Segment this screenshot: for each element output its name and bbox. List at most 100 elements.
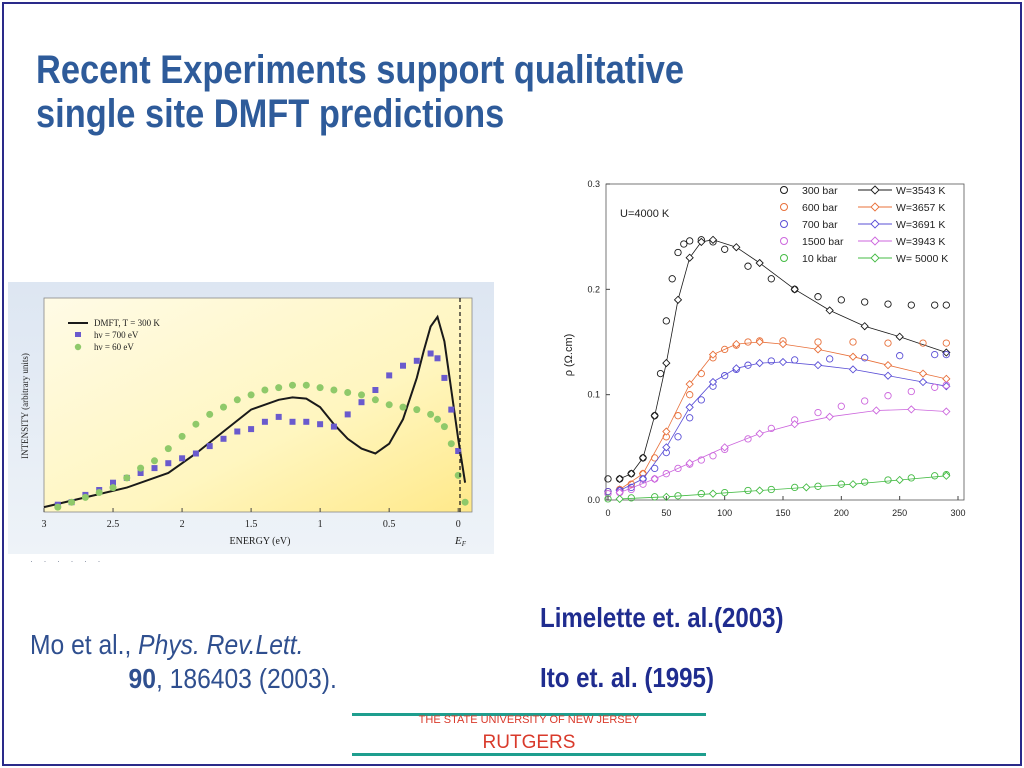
x-axis-label: ENERGY (eV) — [229, 536, 290, 547]
data-point-700-bar — [767, 357, 775, 365]
data-point-600-bar — [919, 339, 927, 347]
data-point-w-3943-k — [825, 412, 834, 421]
data-point-w-3657-k — [662, 427, 671, 436]
x-tick-label: 150 — [775, 508, 790, 518]
y-axis-label: INTENSITY (arbitrary units) — [20, 353, 30, 459]
series-line-w-3543-k — [619, 239, 947, 480]
data-point-h-60-ev — [434, 415, 441, 423]
citation-mo-journal: Phys. Rev.Lett. — [138, 629, 304, 660]
data-point-h-700-ev — [179, 455, 186, 462]
series-line-w-5000-k — [619, 475, 947, 500]
data-point-300-bar — [686, 237, 694, 245]
x-tick-label: 0 — [456, 519, 461, 530]
data-point-1500-bar — [767, 424, 775, 433]
data-point-w-3943-k — [720, 443, 729, 452]
data-point-700-bar — [896, 352, 904, 360]
data-point-10-kbar — [884, 476, 892, 484]
data-point-h-700-ev — [441, 374, 448, 381]
data-point-600-bar — [721, 345, 729, 354]
data-point-w-3543-k — [732, 243, 741, 252]
citation-mo-line2: 90, 186403 (2003). — [30, 662, 337, 696]
y-tick-label: 0.3 — [587, 179, 600, 189]
data-point-1500-bar — [861, 397, 869, 405]
data-point-w-5000-k — [755, 486, 764, 495]
data-point-h-700-ev — [151, 465, 158, 472]
legend-label-300-bar: 300 bar — [802, 185, 838, 197]
data-point-h-700-ev — [248, 426, 255, 433]
data-point-w-3943-k — [942, 407, 951, 416]
data-point-700-bar — [686, 414, 694, 422]
footer-university: THE STATE UNIVERSITY OF NEW JERSEY — [418, 714, 640, 726]
legend-marker-w-5000-k — [870, 253, 880, 263]
citation-mo-pages: , 186403 (2003). — [155, 663, 337, 694]
data-point-w-5000-k — [802, 483, 811, 492]
data-point-h-700-ev — [303, 418, 310, 425]
data-point-700-bar — [721, 372, 729, 380]
data-point-h-60-ev — [81, 493, 89, 501]
data-point-1500-bar — [639, 480, 647, 488]
data-point-w-3691-k — [778, 357, 788, 367]
x-tick-label: 50 — [661, 508, 671, 518]
data-point-h-60-ev — [440, 423, 448, 431]
data-point-10-kbar — [744, 486, 752, 495]
title-line-2: single site DMFT predictions — [36, 92, 505, 136]
data-point-h-60-ev — [95, 489, 103, 496]
data-point-w-3657-k — [918, 369, 928, 378]
data-point-300-bar — [721, 245, 729, 253]
legend-marker-700ev — [75, 332, 81, 337]
data-point-w-3943-k — [650, 474, 659, 484]
data-point-w-3543-k — [685, 253, 694, 262]
data-point-w-3691-k — [755, 358, 764, 368]
data-point-w-3657-k — [685, 379, 694, 389]
data-point-w-3691-k — [708, 377, 718, 387]
data-point-w-3657-k — [813, 345, 823, 354]
data-point-w-3943-k — [755, 429, 764, 438]
data-point-300-bar — [884, 300, 892, 308]
data-point-700-bar — [942, 350, 950, 359]
data-point-h-60-ev — [261, 386, 269, 394]
data-point-h-60-ev — [247, 391, 255, 399]
legend-marker-w-3943-k — [870, 236, 880, 246]
data-point-300-bar — [931, 301, 939, 309]
data-point-h-700-ev — [434, 355, 441, 362]
footer-rule-bottom — [352, 753, 706, 756]
fermi-label: EF — [454, 535, 467, 548]
data-point-w-3657-k — [778, 339, 788, 349]
slide-title: Recent Experiments support qualitative s… — [36, 48, 810, 136]
data-point-w-3543-k — [627, 469, 636, 478]
data-point-10-kbar — [697, 490, 705, 498]
data-point-h-700-ev — [234, 428, 241, 435]
legend-marker-10-kbar — [780, 254, 788, 262]
data-point-h-700-ev — [110, 479, 116, 486]
data-point-h-60-ev — [206, 410, 214, 418]
data-point-w-3543-k — [662, 358, 671, 368]
legend-label-60ev: hν = 60 eV — [94, 342, 134, 352]
x-tick-label: 100 — [717, 508, 732, 518]
data-point-700-bar — [697, 396, 705, 404]
data-point-1500-bar — [697, 456, 705, 464]
legend-marker-w-3657-k — [870, 202, 880, 212]
data-point-300-bar — [942, 301, 950, 309]
data-point-w-3691-k — [813, 361, 823, 370]
legend-label-1500-bar: 1500 bar — [802, 236, 844, 248]
data-point-w-3943-k — [872, 406, 881, 415]
x-tick-label: 200 — [834, 508, 849, 518]
legend-label-w-3543-k: W=3543 K — [896, 185, 945, 197]
x-tick-label: 0.5 — [383, 519, 396, 530]
data-point-h-700-ev — [261, 418, 268, 425]
data-point-1500-bar — [907, 387, 915, 396]
data-point-w-5000-k — [942, 471, 951, 480]
x-tick-label: 1 — [318, 519, 323, 530]
data-point-700-bar — [627, 483, 635, 492]
legend: DMFT, T = 300 K hν = 700 eV hν = 60 eV — [68, 318, 160, 352]
data-point-h-700-ev — [165, 460, 172, 467]
x-tick-label: 3 — [42, 519, 47, 530]
data-point-h-60-ev — [330, 386, 338, 394]
data-point-h-700-ev — [206, 443, 213, 450]
data-point-10-kbar — [861, 478, 869, 486]
legend-label-w-3943-k: W=3943 K — [896, 236, 945, 248]
citation-mo-line1: Mo et al., Phys. Rev.Lett. — [30, 628, 337, 662]
data-point-w-3691-k — [883, 371, 893, 380]
data-point-700-bar — [651, 464, 659, 473]
